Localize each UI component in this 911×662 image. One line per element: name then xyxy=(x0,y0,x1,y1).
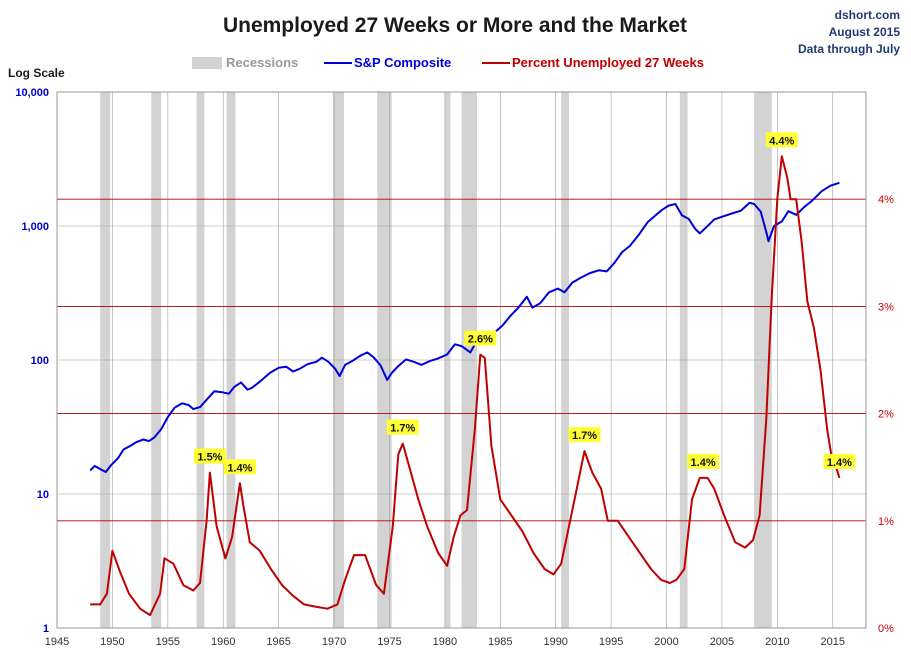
source-line-1: dshort.com xyxy=(835,8,900,22)
annotation-label: 1.7% xyxy=(572,430,597,442)
right-axis-reference-lines xyxy=(57,198,866,522)
annotation-background xyxy=(765,132,798,148)
x-tick-label: 2000 xyxy=(654,636,678,648)
peak-annotation: 1.4% xyxy=(823,453,856,469)
y-right-tick-label: 4% xyxy=(878,194,894,206)
x-tick-labels: 1945 1950 1955 1960 1965 1970 1975 1980 1985 1990… xyxy=(45,636,845,648)
annotation-background xyxy=(568,427,601,443)
y-right-tick-labels: 0% 1% 2% 3% 4% xyxy=(878,194,894,635)
peak-annotation: 1.5% xyxy=(193,448,226,464)
y-left-tick-label: 10,000 xyxy=(15,87,49,99)
annotation-label: 2.6% xyxy=(468,334,493,346)
x-tick-label: 1955 xyxy=(156,636,180,648)
legend-sp-label: S&P Composite xyxy=(354,55,451,70)
y-left-tick-label: 10 xyxy=(37,489,49,501)
x-tick-label: 2005 xyxy=(710,636,734,648)
annotation-label: 1.4% xyxy=(691,457,716,469)
annotation-background xyxy=(386,419,419,435)
peak-annotation: 4.4% xyxy=(765,132,798,148)
source-line-3: Data through July xyxy=(798,42,900,56)
annotation-background xyxy=(464,330,497,346)
y-right-tick-label: 2% xyxy=(878,409,894,421)
x-tick-label: 2010 xyxy=(765,636,789,648)
annotation-label: 1.7% xyxy=(390,423,415,435)
x-tick-label: 1965 xyxy=(266,636,290,648)
x-tick-label: 1950 xyxy=(100,636,124,648)
y-right-tick-label: 3% xyxy=(878,301,894,313)
x-tick-label: 1945 xyxy=(45,636,69,648)
series-lines xyxy=(89,155,841,617)
annotation-label: 1.4% xyxy=(827,457,852,469)
x-tick-label: 1980 xyxy=(433,636,457,648)
legend-recessions-swatch xyxy=(192,57,222,69)
peak-annotation: 1.7% xyxy=(386,419,419,435)
y-right-tick-label: 1% xyxy=(878,516,894,528)
peak-annotation: 1.4% xyxy=(223,459,256,475)
peak-annotation: 2.6% xyxy=(464,330,497,346)
y-left-tick-label: 1,000 xyxy=(21,221,49,233)
source-line-2: August 2015 xyxy=(829,25,901,39)
annotations: 1.5% 1.4% 1.7% 2.6% 1.7% 1.4% 4.4% 1.4% xyxy=(193,132,856,475)
annotation-label: 4.4% xyxy=(769,135,794,147)
x-tick-label: 2015 xyxy=(821,636,845,648)
annotation-background xyxy=(223,459,256,475)
x-tick-label: 1975 xyxy=(377,636,401,648)
unemployed-27-weeks-line xyxy=(90,155,841,617)
x-tick-label: 1970 xyxy=(322,636,346,648)
legend-unemp-label: Percent Unemployed 27 Weeks xyxy=(512,55,704,70)
y-left-axis-label: Log Scale xyxy=(8,66,65,80)
peak-annotation: 1.7% xyxy=(568,427,601,443)
x-tick-label: 1985 xyxy=(488,636,512,648)
y-left-tick-label: 1 xyxy=(43,623,49,635)
annotation-background xyxy=(193,448,226,464)
annotation-background xyxy=(687,453,720,469)
x-tick-label: 1995 xyxy=(599,636,623,648)
annotation-label: 1.4% xyxy=(227,462,252,474)
y-right-tick-label: 0% xyxy=(878,623,894,635)
x-tick-label: 1960 xyxy=(211,636,235,648)
x-tick-label: 1990 xyxy=(543,636,567,648)
y-left-tick-label: 100 xyxy=(31,355,49,367)
peak-annotation: 1.4% xyxy=(687,453,720,469)
annotation-background xyxy=(823,453,856,469)
sp-composite-line xyxy=(89,181,840,473)
plot-area-frame xyxy=(56,91,867,629)
annotation-label: 1.5% xyxy=(197,452,222,464)
chart-title: Unemployed 27 Weeks or More and the Mark… xyxy=(223,14,687,37)
legend: Recessions S&P Composite Percent Unemplo… xyxy=(192,55,704,70)
legend-recessions-label: Recessions xyxy=(226,55,298,70)
y-left-tick-labels: 1 10 100 1,000 10,000 xyxy=(15,87,49,635)
